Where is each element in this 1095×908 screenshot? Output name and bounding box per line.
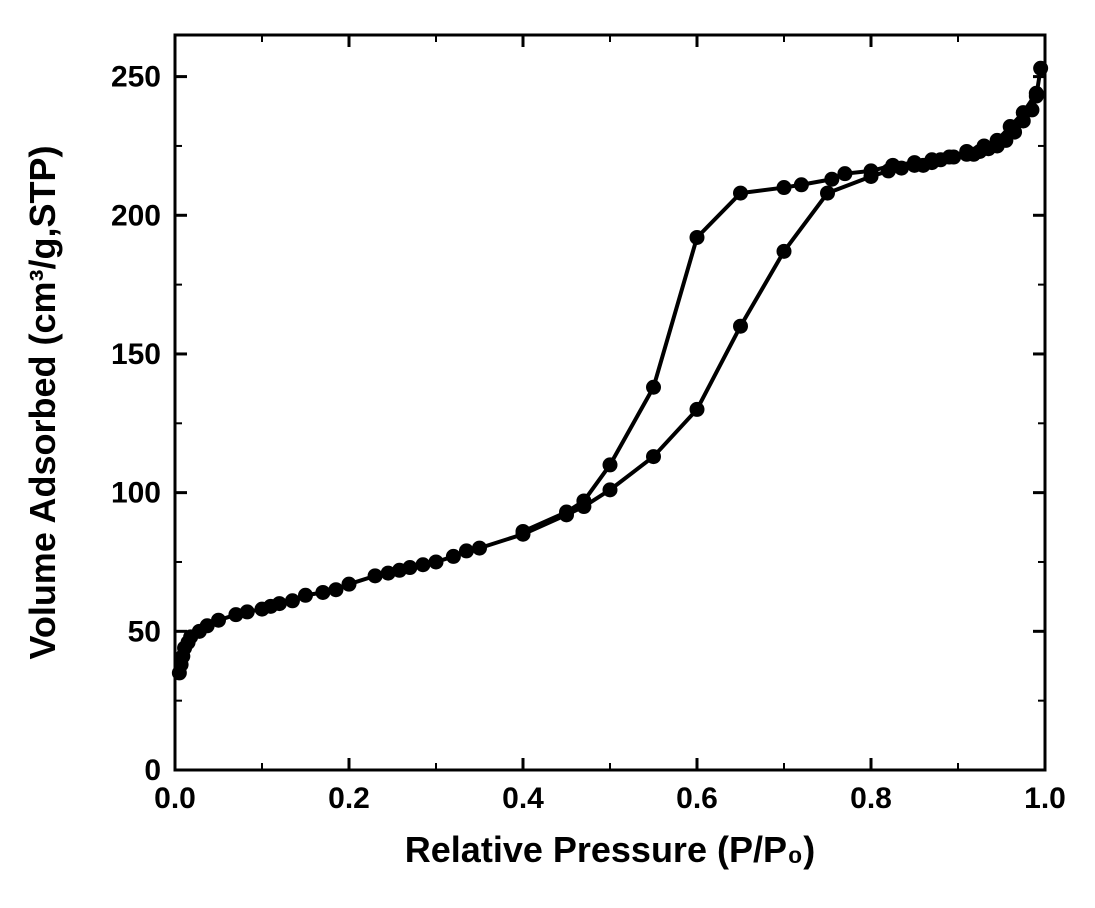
data-point [959, 144, 974, 159]
x-tick-label: 0.8 [850, 782, 892, 815]
data-point [342, 577, 357, 592]
data-point [942, 150, 957, 165]
data-point [1016, 105, 1031, 120]
data-point [824, 172, 839, 187]
y-tick-label: 200 [111, 199, 161, 232]
data-point [837, 166, 852, 181]
data-point [603, 482, 618, 497]
x-tick-label: 0.6 [676, 782, 718, 815]
data-point [328, 582, 343, 597]
data-point [211, 613, 226, 628]
data-point [472, 541, 487, 556]
plot-frame [175, 35, 1045, 770]
y-axis-title: Volume Adsorbed (cm³/g,STP) [22, 145, 63, 659]
isotherm-chart: 0.00.20.40.60.81.0 050100150200250 Relat… [0, 0, 1095, 908]
data-point [646, 380, 661, 395]
data-point [733, 186, 748, 201]
data-point [402, 560, 417, 575]
data-point [907, 155, 922, 170]
data-point [977, 138, 992, 153]
data-point [516, 524, 531, 539]
data-point [559, 505, 574, 520]
data-point [733, 319, 748, 334]
data-point [646, 449, 661, 464]
data-point [576, 493, 591, 508]
data-series [172, 61, 1048, 681]
data-point [794, 177, 809, 192]
data-point [272, 596, 287, 611]
x-tick-label: 0.4 [502, 782, 544, 815]
x-axis-title: Relative Pressure (P/P₀) [405, 829, 815, 870]
x-tick-label: 1.0 [1024, 782, 1066, 815]
data-point [446, 549, 461, 564]
data-point [1033, 61, 1048, 76]
data-point [820, 186, 835, 201]
data-point [1003, 119, 1018, 134]
y-tick-label: 50 [128, 615, 161, 648]
data-point [777, 180, 792, 195]
data-point [368, 568, 383, 583]
svg-text:Volume Adsorbed (cm³/g,STP): Volume Adsorbed (cm³/g,STP) [22, 145, 63, 659]
data-point [429, 554, 444, 569]
data-point [990, 133, 1005, 148]
data-point [690, 402, 705, 417]
data-point [240, 604, 255, 619]
y-tick-label: 0 [144, 754, 161, 787]
data-point [315, 585, 330, 600]
data-point [924, 152, 939, 167]
data-point [864, 163, 879, 178]
y-tick-label: 150 [111, 338, 161, 371]
x-axis-ticks: 0.00.20.40.60.81.0 [154, 35, 1066, 815]
data-point [415, 557, 430, 572]
data-point [459, 543, 474, 558]
data-point [285, 593, 300, 608]
y-tick-label: 100 [111, 477, 161, 510]
data-point [603, 457, 618, 472]
chart-container: 0.00.20.40.60.81.0 050100150200250 Relat… [0, 0, 1095, 908]
data-point [777, 244, 792, 259]
data-point [298, 588, 313, 603]
data-point [690, 230, 705, 245]
y-tick-label: 250 [111, 61, 161, 94]
data-point [1029, 86, 1044, 101]
data-point [885, 158, 900, 173]
x-tick-label: 0.2 [328, 782, 370, 815]
